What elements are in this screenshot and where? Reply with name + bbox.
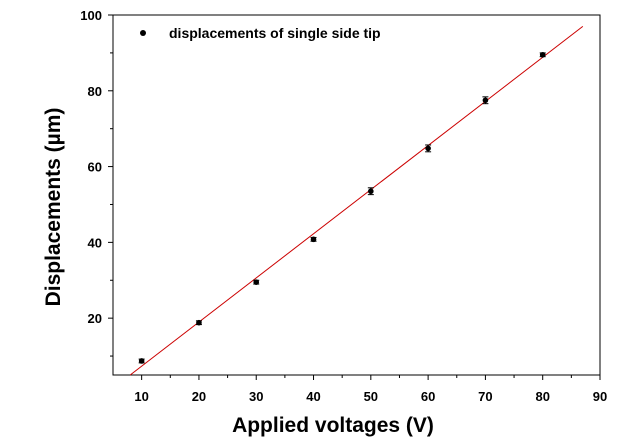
y-tick-label: 100	[80, 8, 102, 23]
fit-line-layer	[129, 25, 584, 376]
fit-line	[129, 25, 584, 376]
data-point	[138, 358, 145, 364]
data-point	[482, 96, 489, 105]
data-point-marker	[310, 236, 317, 243]
x-tick-label: 50	[364, 389, 378, 404]
x-tick-label: 30	[249, 389, 263, 404]
legend-marker	[140, 30, 146, 36]
data-point	[310, 236, 317, 243]
y-tick-label: 60	[88, 160, 102, 175]
data-point	[253, 279, 260, 285]
data-point-marker	[138, 358, 145, 364]
y-tick-label: 20	[88, 311, 102, 326]
data-point-marker	[253, 279, 260, 285]
data-point	[195, 319, 202, 326]
points-layer	[138, 51, 546, 364]
x-tick-label: 60	[421, 389, 435, 404]
x-axis-title: Applied voltages (V)	[232, 414, 434, 437]
data-point-marker	[482, 97, 489, 104]
ticks-layer: 10 20 30 40 50 60 70 80 90 20 40 60 80 100	[80, 8, 607, 404]
x-tick-label: 40	[306, 389, 320, 404]
x-tick-label: 10	[134, 389, 148, 404]
data-point	[539, 51, 546, 58]
legend: displacements of single side tip	[140, 25, 381, 41]
x-tick-label: 20	[192, 389, 206, 404]
y-axis-title: Displacements (µm)	[42, 108, 65, 307]
data-point-marker	[425, 145, 431, 152]
data-point	[367, 187, 374, 196]
x-tick-label: 70	[478, 389, 492, 404]
y-tick-label: 80	[88, 84, 102, 99]
x-tick-label: 90	[593, 389, 607, 404]
legend-label: displacements of single side tip	[169, 25, 381, 41]
data-point-marker	[196, 319, 202, 326]
plot-frame	[112, 14, 601, 376]
data-point	[425, 144, 432, 153]
x-tick-label: 80	[535, 389, 549, 404]
data-point-marker	[539, 51, 546, 58]
data-point-marker	[368, 188, 374, 195]
y-tick-label: 40	[88, 235, 102, 250]
